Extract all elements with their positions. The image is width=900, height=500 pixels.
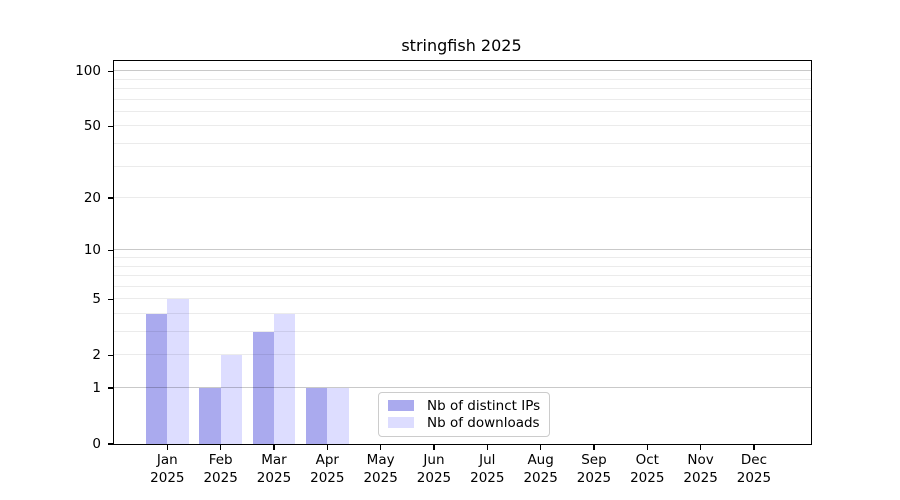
legend-label-downloads: Nb of downloads — [427, 414, 540, 431]
y-tick-label: 2 — [92, 347, 101, 364]
x-tick-label: Sep 2025 — [576, 452, 612, 486]
x-tick — [539, 445, 542, 450]
x-tick — [593, 445, 595, 450]
x-tick-label: Nov 2025 — [683, 452, 718, 486]
bar-distinct-ips-feb — [199, 388, 221, 444]
y-tick — [108, 387, 113, 389]
x-tick-label: Dec 2025 — [736, 452, 772, 486]
y-tick — [108, 125, 113, 128]
y-tick-label: 20 — [83, 190, 101, 207]
bar-downloads-jan — [167, 299, 189, 444]
axis-layer: 0 1 2 5 10 20 50 100 Jan 2025 Feb 2025 Mar 2025 Apr 202… — [75, 61, 811, 485]
legend-entry-downloads: Nb of downloads — [388, 414, 540, 431]
y-tick-label: 1 — [92, 380, 101, 396]
legend-entry-distinct-ips: Nb of distinct IPs — [388, 397, 540, 414]
bar-distinct-ips-jan — [146, 314, 168, 444]
y-tick — [108, 443, 113, 445]
y-tick — [108, 197, 113, 199]
legend-swatch-distinct-ips — [388, 400, 414, 411]
x-tick — [166, 445, 169, 450]
bar-distinct-ips-apr — [306, 388, 328, 444]
x-tick-label: Jan 2025 — [150, 452, 185, 486]
x-tick — [326, 445, 328, 450]
x-tick-label: May 2025 — [363, 452, 398, 486]
x-tick — [646, 445, 648, 450]
x-tick-label: Jul 2025 — [470, 452, 505, 486]
bar-distinct-ips-mar — [252, 332, 274, 444]
legend-swatch-downloads — [388, 417, 414, 428]
x-tick — [753, 445, 755, 450]
x-tick — [433, 445, 435, 450]
x-tick-label: Feb 2025 — [203, 452, 238, 486]
y-tick-label: 50 — [83, 118, 101, 135]
x-tick — [699, 445, 702, 450]
legend-label-distinct-ips: Nb of distinct IPs — [427, 397, 541, 414]
y-tick — [108, 354, 113, 356]
y-tick-label: 5 — [92, 291, 101, 308]
y-tick-label: 10 — [83, 242, 101, 259]
y-tick-label: 0 — [92, 436, 101, 452]
y-tick — [108, 249, 113, 251]
legend: Nb of distinct IPs Nb of downloads — [378, 392, 551, 437]
x-tick-label: Aug 2025 — [523, 452, 558, 486]
bar-downloads-apr — [327, 388, 349, 444]
x-tick — [379, 445, 382, 450]
chart-title: stringfish 2025 — [401, 36, 522, 55]
plot-area: 0 1 2 5 10 20 50 100 Jan 2025 Feb 2025 Mar 2025 Apr 202… — [75, 60, 812, 486]
x-tick — [273, 445, 275, 450]
y-tick-label: 100 — [75, 63, 101, 80]
y-tick — [108, 298, 113, 300]
bar-downloads-mar — [273, 314, 296, 444]
x-tick-label: Apr 2025 — [310, 452, 345, 486]
x-tick — [219, 445, 222, 450]
y-tick — [108, 70, 113, 72]
x-tick — [486, 445, 488, 450]
x-tick-label: Oct 2025 — [630, 452, 665, 486]
x-tick-label: Jun 2025 — [416, 452, 452, 486]
bars-layer — [114, 61, 811, 444]
x-tick-label: Mar 2025 — [256, 452, 292, 486]
bar-downloads-feb — [220, 355, 242, 444]
